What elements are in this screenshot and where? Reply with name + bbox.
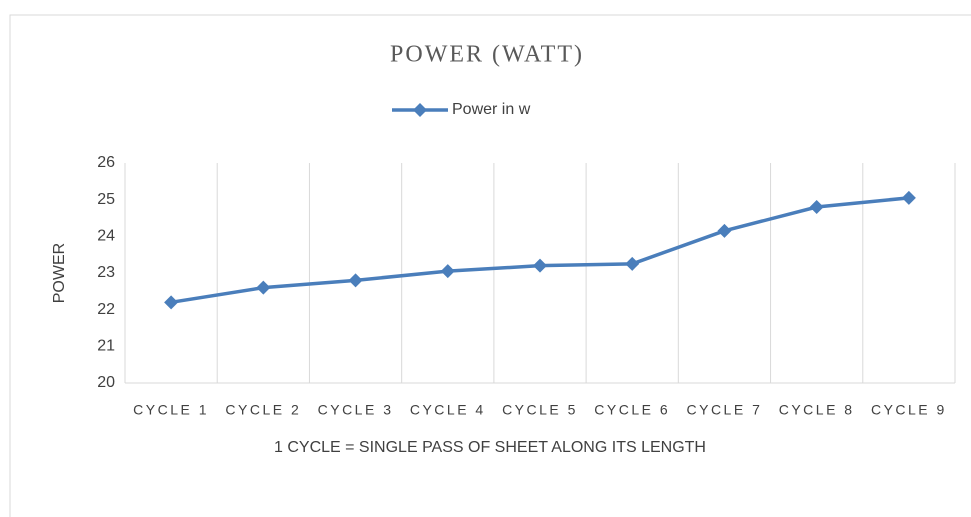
marker (348, 273, 363, 288)
marker (809, 200, 824, 214)
y-axis-label: POWER (51, 243, 68, 303)
marker (256, 280, 271, 295)
y-tick-label: 20 (97, 374, 115, 391)
marker (440, 264, 455, 279)
y-tick-label: 23 (97, 264, 115, 281)
marker (533, 258, 547, 273)
x-tick-label: CYCLE 2 (225, 402, 301, 418)
y-tick-label: 22 (97, 301, 115, 318)
x-tick-label: CYCLE 1 (133, 402, 209, 418)
x-tick-label: CYCLE 7 (687, 402, 763, 418)
chart-frame (9, 14, 971, 517)
legend-label: Power in w (452, 101, 531, 118)
marker (717, 223, 732, 238)
y-tick-label: 21 (97, 338, 115, 355)
x-tick-label: CYCLE 9 (871, 402, 947, 418)
x-tick-label: CYCLE 3 (318, 402, 394, 418)
marker (164, 295, 179, 310)
x-tick-label: CYCLE 4 (410, 402, 486, 418)
x-tick-label: CYCLE 5 (502, 402, 578, 418)
chart-title: POWER (WATT) (390, 42, 584, 68)
y-tick-label: 25 (97, 191, 115, 208)
x-tick-label: CYCLE 6 (594, 402, 670, 418)
y-tick-label: 24 (97, 228, 115, 245)
marker (625, 256, 640, 271)
y-tick-label: 26 (97, 154, 115, 171)
marker (901, 190, 916, 205)
x-tick-label: CYCLE 8 (779, 402, 855, 418)
x-axis-label: 1 CYCLE = SINGLE PASS OF SHEET ALONG ITS… (274, 439, 706, 456)
legend-marker (413, 103, 427, 117)
